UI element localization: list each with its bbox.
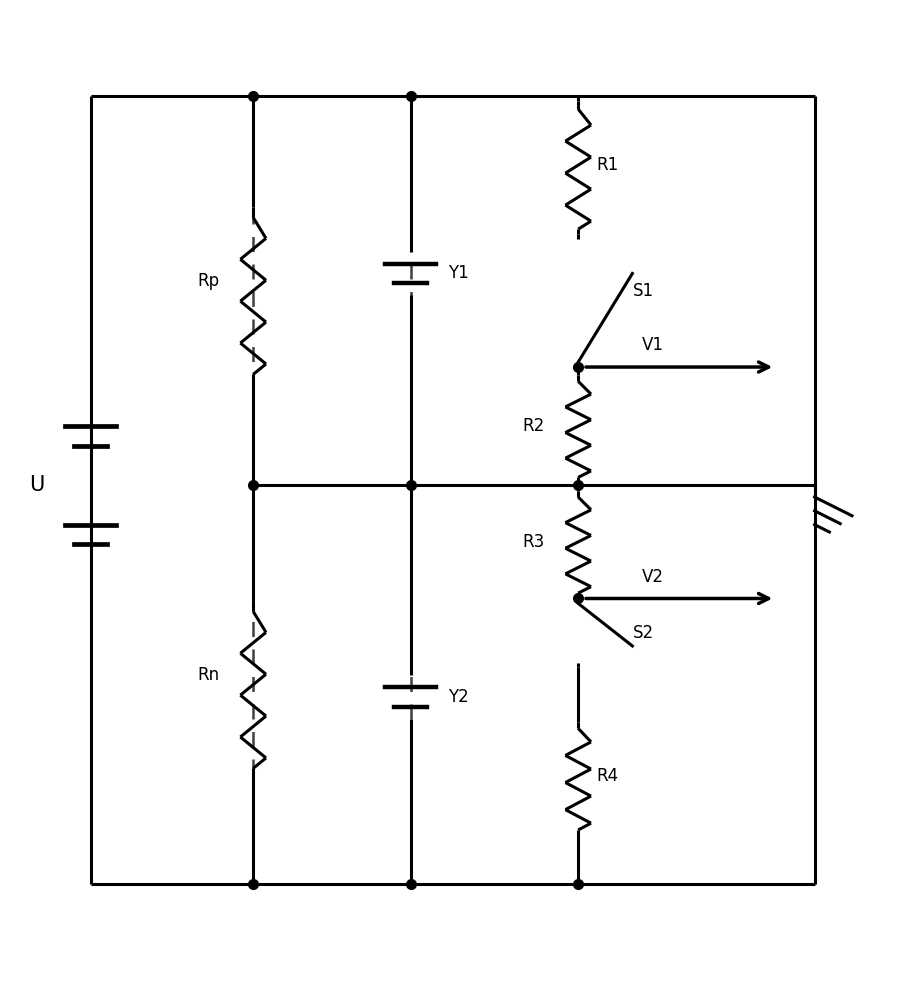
Text: R1: R1	[596, 156, 618, 174]
Text: V2: V2	[643, 568, 664, 586]
Text: R2: R2	[523, 417, 545, 435]
Text: S2: S2	[632, 624, 654, 642]
Text: U: U	[29, 475, 44, 495]
Text: R4: R4	[596, 767, 618, 785]
Text: Rp: Rp	[198, 272, 220, 290]
Text: S1: S1	[632, 282, 654, 300]
Text: R3: R3	[523, 533, 545, 551]
Text: Y2: Y2	[448, 688, 469, 706]
Text: Y1: Y1	[448, 264, 469, 282]
Text: V1: V1	[643, 336, 664, 354]
Text: Rn: Rn	[198, 666, 220, 684]
